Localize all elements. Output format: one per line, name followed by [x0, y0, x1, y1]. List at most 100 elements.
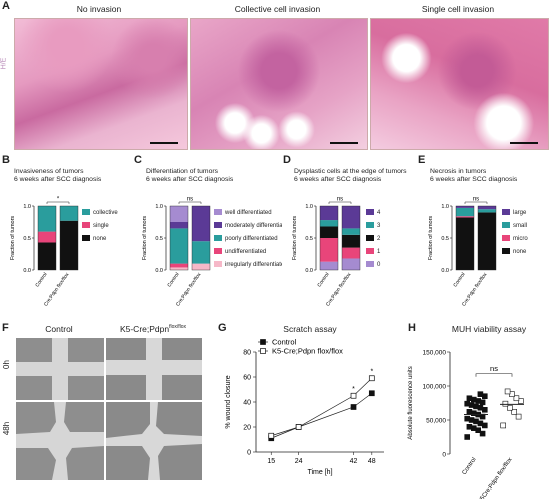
bar-segment-1 — [320, 238, 338, 262]
bar-segment-none — [456, 217, 474, 270]
legend-swatch-3 — [366, 222, 374, 228]
bar-segment-0 — [342, 258, 360, 270]
legend-marker-control — [260, 339, 266, 345]
y-tick-label: 0.5 — [155, 236, 163, 242]
legend-swatch-4 — [366, 209, 374, 215]
panel-f-col-title-ko-text: K5-Cre;Pdpn — [119, 324, 170, 334]
bar-outline — [319, 205, 339, 271]
y-axis-label: Fraction of tumors — [10, 216, 16, 261]
panel-label-a: A — [2, 0, 10, 12]
legend-swatch-large — [502, 209, 510, 215]
y-tick-label: 0.5 — [23, 236, 31, 242]
chart-h-title: MUH viability assay — [451, 324, 527, 334]
legend-swatch-micro — [502, 235, 510, 241]
significance-label: ns — [187, 197, 193, 203]
legend-swatch-undifferentiated — [214, 248, 222, 254]
legend-swatch-moderately-differentiated — [214, 222, 222, 228]
data-point-k5cre-pdpn-flox-flox — [513, 395, 520, 402]
y-axis-label: Fraction of tumors — [428, 216, 434, 261]
legend-label-small: small — [513, 223, 527, 229]
legend-marker-k5-cre-pdpn-flox-flox — [260, 348, 266, 354]
data-point-k5-cre-pdpn-flox-flox — [350, 392, 357, 399]
y-tick-label: 1.0 — [441, 204, 449, 210]
bar-segment-moderately-differentiated — [170, 222, 188, 229]
x-tick-label: Control — [34, 272, 48, 289]
legend-label-single: single — [93, 223, 109, 229]
panel-label-b: B — [2, 154, 10, 166]
bar-segment-2 — [342, 234, 360, 248]
panel-label-g: G — [218, 322, 227, 334]
legend-label-well-differentiated: well differentiated — [224, 210, 272, 216]
y-axis-label: % wound closure — [225, 375, 232, 428]
legend-swatch-1 — [366, 248, 374, 254]
significance-bracket — [475, 373, 513, 377]
legend-label-moderately-differentiated: moderately differentiated — [225, 223, 282, 229]
chart-e-title: Necrosis in tumors 6 weeks after SCC dia… — [430, 168, 518, 183]
legend-label-large: large — [513, 210, 527, 216]
legend-swatch-small — [502, 222, 510, 228]
y-tick-label: 150,000 — [423, 350, 447, 357]
data-point-control — [368, 390, 375, 397]
legend: collective single none — [82, 209, 118, 242]
significance-bracket — [46, 201, 70, 204]
legend-swatch-0 — [366, 261, 374, 267]
data-point-control — [466, 395, 473, 402]
significance-label: ns — [337, 197, 343, 203]
series-line-k5-cre-pdpn-flox-flox — [271, 377, 373, 437]
scratch-image-control-0h — [16, 338, 104, 400]
legend-label-k5-cre-pdpn-flox-flox: K5-Cre;Pdpn flox/flox — [272, 347, 343, 356]
legend-label-0: 0 — [377, 262, 381, 268]
y-tick-label: 0 — [247, 450, 251, 457]
data-point-k5cre-pdpn-flox-flox — [511, 409, 517, 415]
panel-label-e: E — [418, 154, 426, 166]
bar-segment-4 — [342, 206, 360, 229]
series-line-control — [271, 392, 373, 439]
x-tick-label: 15 — [267, 458, 275, 465]
bar-outline — [37, 205, 57, 271]
legend-label-3: 3 — [377, 223, 381, 229]
panel-label-c: C — [134, 154, 142, 166]
bar-outline — [191, 205, 211, 271]
x-tick-label: Control — [316, 272, 330, 289]
panel-label-f: F — [2, 322, 9, 334]
y-tick-label: 40 — [243, 400, 251, 407]
legend-label-4: 4 — [377, 210, 381, 216]
significance-bracket — [178, 201, 202, 204]
data-point-control — [477, 391, 484, 397]
panel-label-d: D — [283, 154, 291, 166]
bar-outline — [455, 205, 475, 271]
chart-c-title: Differentiation of tumors 6 weeks after … — [146, 168, 234, 183]
panel-a-title-3: Single cell invasion — [421, 4, 495, 14]
significance-label: * — [352, 386, 355, 393]
bar-segment-small — [478, 209, 496, 213]
y-tick-label: 80 — [243, 350, 251, 357]
legend-swatch-single — [82, 222, 90, 228]
bar-segment-undifferentiated — [170, 263, 188, 268]
x-tick-label: Control — [452, 272, 466, 289]
bar-segment-none — [38, 242, 56, 270]
bar-segment-3 — [320, 220, 338, 227]
bar-segment-micro — [456, 216, 474, 218]
bar-outline — [169, 205, 189, 271]
panel-f-col-title-control: Control — [45, 324, 73, 334]
data-point-k5cre-pdpn-flox-flox — [515, 413, 522, 420]
bar-segment-single — [38, 231, 56, 243]
bar-segment-2 — [320, 226, 338, 238]
stain-label: H/E — [0, 57, 8, 70]
legend-swatch-poorly-differentiated — [214, 235, 222, 241]
legend-label-2: 2 — [377, 236, 381, 242]
data-point-k5cre-pdpn-flox-flox — [504, 388, 511, 395]
y-tick-label: 1.0 — [155, 204, 163, 210]
chart-g-scratch-assay: % wound closure 0 20 40 60 80 15 24 42 48 Time [h]… — [225, 338, 384, 476]
scale-bar — [150, 142, 178, 144]
data-point-control — [464, 415, 471, 422]
bar-segment-4 — [320, 206, 338, 221]
chart-h-muh-viability: Absolute fluorescence units 0 50,000 100,00… — [408, 350, 524, 499]
chart-c-differentiation: Fraction of tumors0.00.51.0ControlK5-Cre… — [142, 197, 282, 307]
significance-label: * — [370, 368, 373, 375]
legend: large small micro none — [502, 209, 528, 255]
data-point-control — [350, 404, 357, 410]
significance-label: * — [57, 197, 60, 203]
legend-label-none: none — [513, 249, 527, 255]
bar-segment-none — [478, 212, 496, 270]
